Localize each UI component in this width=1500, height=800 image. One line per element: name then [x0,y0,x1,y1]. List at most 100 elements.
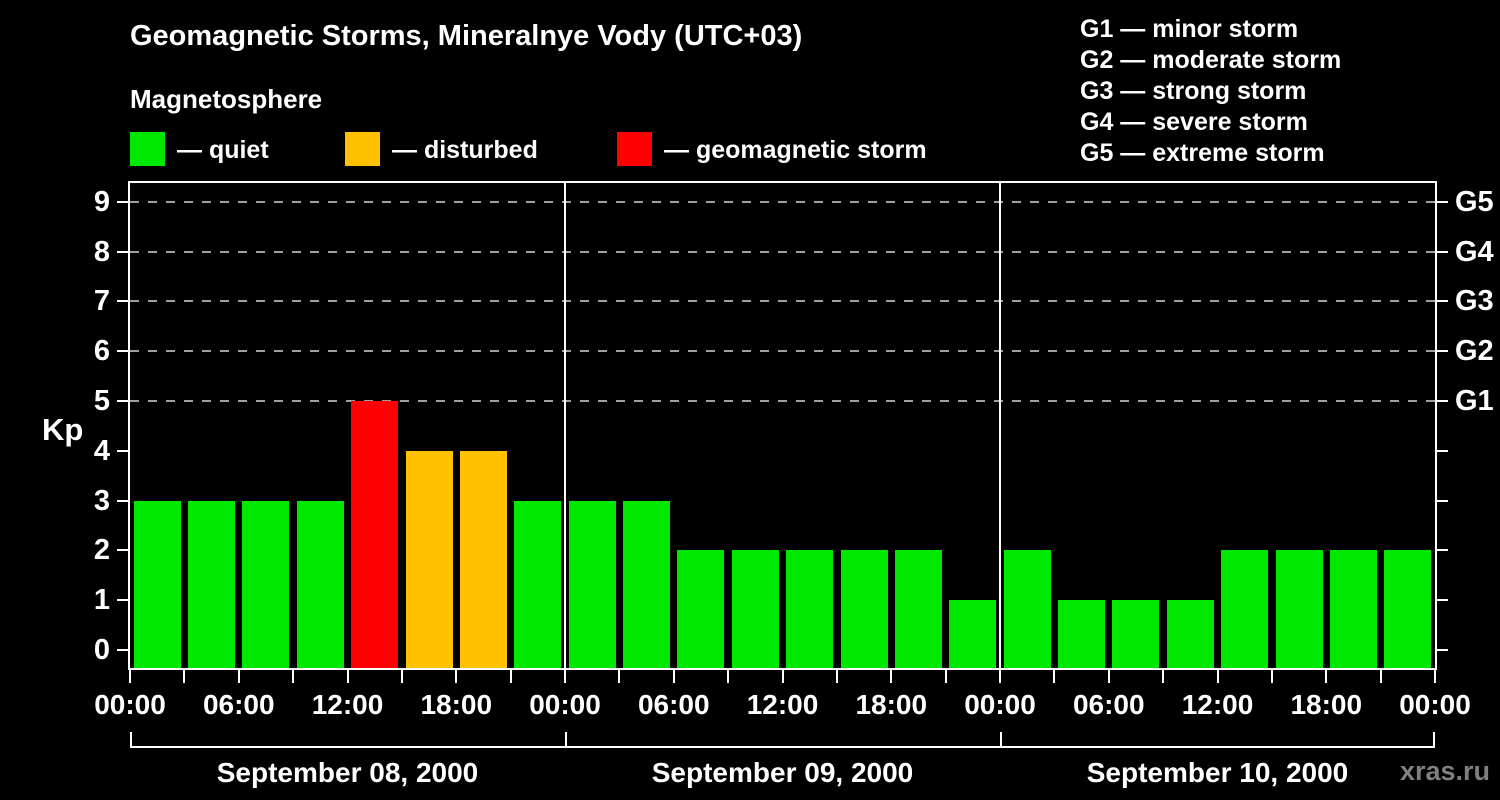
date-bracket-tick [130,732,132,748]
y-axis-tick [117,250,130,253]
quiet-legend-label: — quiet [177,136,269,164]
g-scale-axis-label: G3 [1455,285,1494,318]
kp-bar [1329,550,1377,668]
y-axis-tick [117,300,130,303]
right-axis-tick [1435,649,1448,651]
day-separator [564,183,566,668]
x-axis-tick [1325,668,1328,683]
y-axis-label: 8 [93,235,110,268]
kp-bar [623,500,671,668]
kp-bar [351,401,399,668]
y-axis-label: 7 [93,285,110,318]
x-axis-label: 06:00 [202,689,275,720]
x-axis-tick [1379,668,1382,683]
kp-bar [786,550,834,668]
x-axis-label: 18:00 [855,689,928,720]
kp-bar [568,500,616,668]
x-axis-tick [237,668,240,683]
right-axis-tick [1435,400,1448,402]
x-axis-tick [400,668,403,683]
x-axis-tick [1053,668,1056,683]
gridline-kp5 [130,400,1435,402]
y-axis-label: 9 [93,185,110,218]
y-axis-label: 0 [93,634,110,666]
x-axis-label: 12:00 [1181,689,1254,720]
x-axis-label: 18:00 [420,689,493,720]
page-title: Geomagnetic Storms, Mineralnye Vody (UTC… [130,20,803,52]
x-axis-tick [672,668,675,683]
y-axis-tick [117,449,130,452]
storm-scale-line: G1 — minor storm [1080,15,1299,43]
g-scale-axis-label: G4 [1455,235,1494,268]
kp-bar [1058,600,1106,668]
right-axis-tick [1435,200,1448,203]
kp-bar [1003,550,1051,668]
x-axis-label: 12:00 [746,689,819,720]
y-axis-label: 4 [93,434,110,467]
storm-scale-line: G2 — moderate storm [1080,46,1342,74]
y-axis-tick [117,400,130,402]
y-axis-tick [117,350,130,353]
x-axis-tick [183,668,186,683]
x-axis-label: 00:00 [94,689,166,720]
x-axis-tick [890,668,893,683]
disturbed-legend-swatch [345,132,380,166]
x-axis-tick [944,668,947,683]
x-axis-tick [1434,668,1436,683]
gridline-kp8 [130,250,1435,253]
right-axis-tick [1435,549,1448,552]
kp-bar [296,500,344,668]
x-axis-tick [727,668,730,683]
x-axis-tick [781,668,784,683]
x-axis-label: 00:00 [1399,689,1471,720]
magnetosphere-label: Magnetosphere [130,84,323,114]
kp-bar [459,450,507,668]
x-axis-label: 00:00 [529,689,601,720]
kp-bar [731,550,779,668]
gridline-kp9 [130,200,1435,203]
kp-bar [1275,550,1323,668]
disturbed-legend-label: — disturbed [392,136,538,164]
y-axis-tick [117,649,130,651]
date-bracket-tick [1000,732,1002,748]
right-axis-tick [1435,599,1448,602]
g-scale-axis-label: G1 [1455,385,1494,417]
x-axis-label: 18:00 [1290,689,1363,720]
date-bracket-tick [1433,732,1435,748]
kp-bar [405,450,453,668]
kp-bar [840,550,888,668]
right-axis-tick [1435,300,1448,303]
y-axis-label: 5 [93,385,110,417]
y-axis-tick [117,599,130,602]
x-axis-label: 00:00 [964,689,1036,720]
y-axis-label: 2 [93,534,110,567]
kp-bar [949,600,997,668]
kp-bar [1384,550,1432,668]
storm-legend-swatch [617,132,652,166]
right-axis-tick [1435,350,1448,353]
storm-legend-label: — geomagnetic storm [664,136,927,164]
y-axis-label: 6 [93,335,110,368]
x-axis-label: 06:00 [1072,689,1145,720]
kp-bar [894,550,942,668]
x-axis-tick [455,668,458,683]
kp-bar [242,500,290,668]
date-label: September 09, 2000 [651,757,914,788]
kp-bar [677,550,725,668]
storm-scale-line: G4 — severe storm [1080,108,1308,136]
x-axis-tick [1162,668,1165,683]
x-axis-tick [1216,668,1219,683]
x-axis-tick [129,668,131,683]
x-axis-tick [835,668,838,683]
right-axis-tick [1435,449,1448,452]
storm-scale-line: G5 — extreme storm [1080,139,1325,167]
date-bracket [130,746,1435,748]
kp-bar [514,500,562,668]
y-axis-tick [117,499,130,502]
g-scale-axis-label: G5 [1455,185,1494,218]
quiet-legend-swatch [130,132,165,166]
date-bracket-tick [565,732,567,748]
y-axis-label: 3 [93,484,110,517]
x-axis-tick [618,668,621,683]
